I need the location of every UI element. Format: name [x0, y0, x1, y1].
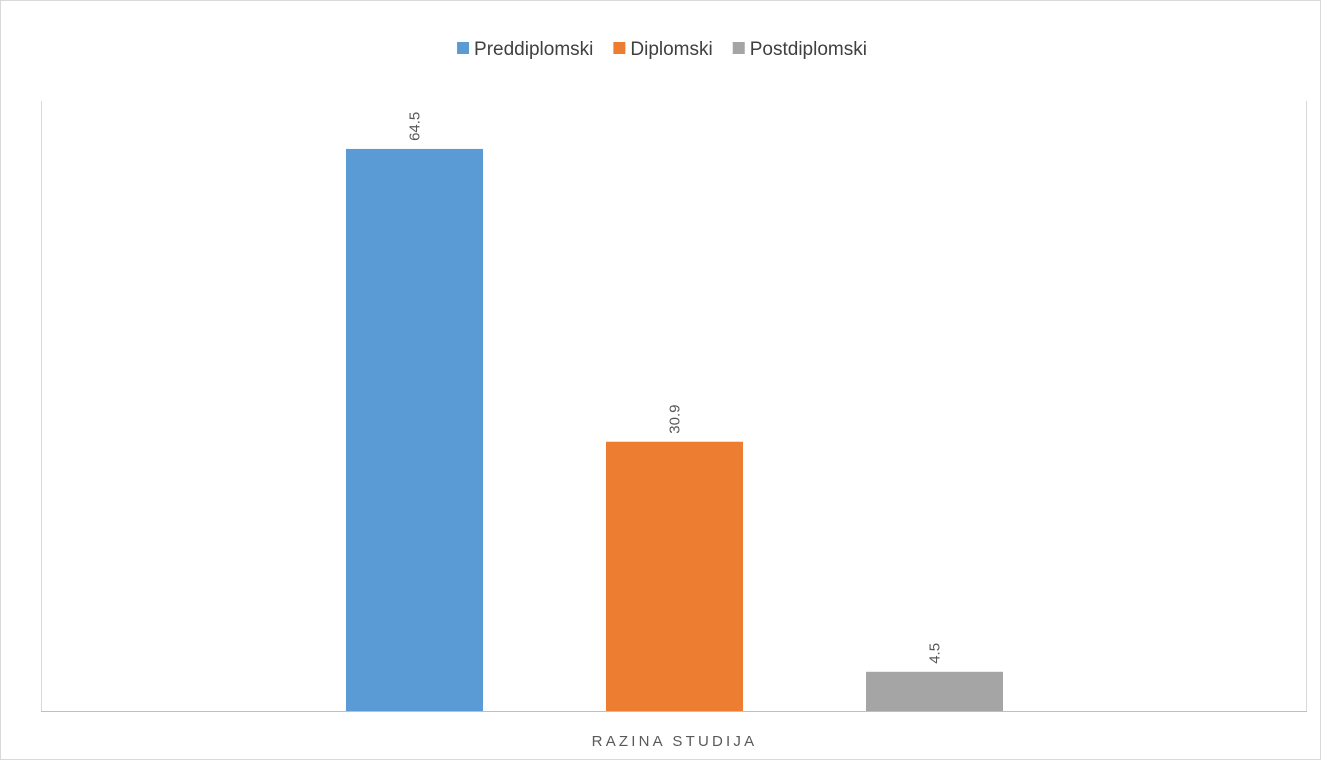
legend-swatch [732, 42, 745, 54]
bar-preddiplomski [346, 148, 483, 711]
legend-swatch [613, 42, 626, 54]
bar-postdiplomski [866, 671, 1003, 711]
legend-label: Preddiplomski [474, 39, 593, 60]
bars [346, 148, 1003, 711]
data-label-preddiplomski: 64.5 [407, 112, 424, 141]
legend: Preddiplomski Diplomski Postdiplomski [457, 39, 867, 60]
legend-item-postdiplomski: Postdiplomski [732, 39, 867, 60]
data-label-postdiplomski: 4.5 [927, 643, 944, 664]
plot-area [41, 101, 1307, 712]
legend-swatch [457, 42, 470, 54]
data-labels: 64.5 30.9 4.5 [407, 112, 944, 664]
data-label-diplomski: 30.9 [667, 405, 684, 434]
legend-label: Diplomski [630, 39, 712, 60]
x-axis-title: RAZINA STUDIJA [592, 733, 758, 750]
legend-item-diplomski: Diplomski [613, 39, 713, 60]
legend-item-preddiplomski: Preddiplomski [457, 39, 593, 60]
legend-label: Postdiplomski [750, 39, 867, 60]
bar-diplomski [606, 441, 743, 711]
